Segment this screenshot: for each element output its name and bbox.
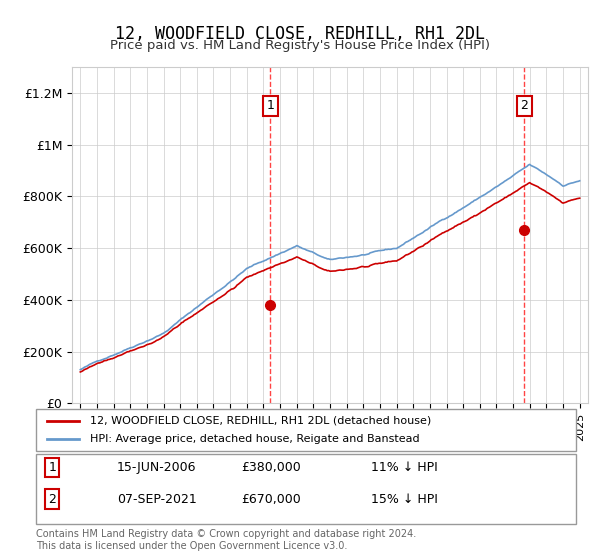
Text: £670,000: £670,000 xyxy=(241,493,301,506)
Text: £380,000: £380,000 xyxy=(241,461,301,474)
Text: 15-JUN-2006: 15-JUN-2006 xyxy=(117,461,197,474)
Text: 11% ↓ HPI: 11% ↓ HPI xyxy=(371,461,437,474)
Text: 1: 1 xyxy=(48,461,56,474)
Text: 12, WOODFIELD CLOSE, REDHILL, RH1 2DL (detached house): 12, WOODFIELD CLOSE, REDHILL, RH1 2DL (d… xyxy=(90,416,431,426)
Text: 15% ↓ HPI: 15% ↓ HPI xyxy=(371,493,437,506)
Text: 2: 2 xyxy=(48,493,56,506)
Text: 1: 1 xyxy=(266,100,274,113)
Text: Contains HM Land Registry data © Crown copyright and database right 2024.
This d: Contains HM Land Registry data © Crown c… xyxy=(36,529,416,551)
Text: Price paid vs. HM Land Registry's House Price Index (HPI): Price paid vs. HM Land Registry's House … xyxy=(110,39,490,52)
Text: 12, WOODFIELD CLOSE, REDHILL, RH1 2DL: 12, WOODFIELD CLOSE, REDHILL, RH1 2DL xyxy=(115,25,485,43)
FancyBboxPatch shape xyxy=(36,409,576,451)
Text: 2: 2 xyxy=(520,100,528,113)
Text: HPI: Average price, detached house, Reigate and Banstead: HPI: Average price, detached house, Reig… xyxy=(90,434,419,444)
Text: 07-SEP-2021: 07-SEP-2021 xyxy=(117,493,197,506)
FancyBboxPatch shape xyxy=(36,454,576,524)
